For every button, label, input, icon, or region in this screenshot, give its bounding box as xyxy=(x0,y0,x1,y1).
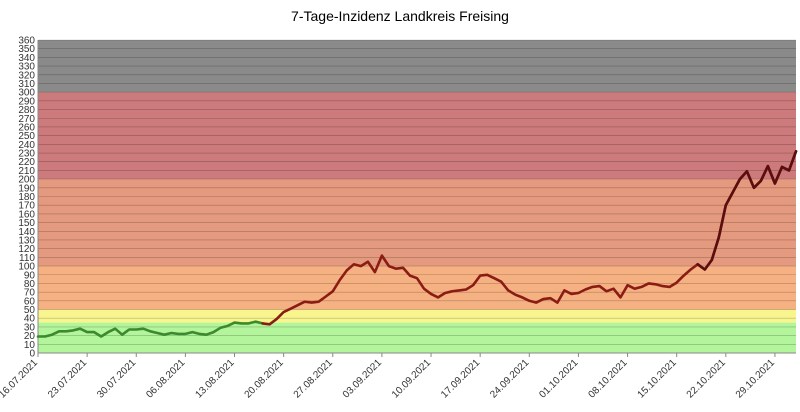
band-0-35 xyxy=(38,322,796,353)
x-tick-label-13.08.2021: 13.08.2021 xyxy=(193,357,236,400)
y-tick-label-190: 190 xyxy=(18,183,35,194)
band-200-300 xyxy=(38,92,796,180)
gridlines xyxy=(38,39,796,345)
x-tick-label-15.10.2021: 15.10.2021 xyxy=(636,357,679,400)
y-tick-label-230: 230 xyxy=(18,149,35,160)
x-tick-label-23.07.2021: 23.07.2021 xyxy=(46,357,89,400)
x-tick-label-17.09.2021: 17.09.2021 xyxy=(439,357,482,400)
x-tick-labels: 16.07.2021 23.07.2021 30.07.2021 06.08.2021… xyxy=(0,353,777,401)
y-tick-label-180: 180 xyxy=(18,192,35,203)
x-tick-label-24.09.2021: 24.09.2021 xyxy=(488,357,531,400)
x-tick-label-20.08.2021: 20.08.2021 xyxy=(243,357,286,400)
x-tick-label-01.10.2021: 01.10.2021 xyxy=(537,357,580,400)
x-tick-label-08.10.2021: 08.10.2021 xyxy=(586,357,629,400)
axes xyxy=(37,40,796,354)
x-tick-label-22.10.2021: 22.10.2021 xyxy=(685,357,728,400)
y-tick-label-350: 350 xyxy=(18,44,35,55)
band-300-360 xyxy=(38,40,796,93)
x-tick-label-10.09.2021: 10.09.2021 xyxy=(390,357,433,400)
y-tick-label-70: 70 xyxy=(24,288,36,299)
y-tick-label-120: 120 xyxy=(18,244,35,255)
band-50-100 xyxy=(38,266,796,310)
y-tick-label-40: 40 xyxy=(24,314,36,325)
y-tick-label-270: 270 xyxy=(18,114,35,125)
x-tick-label-16.07.2021: 16.07.2021 xyxy=(0,357,40,400)
y-tick-label-0: 0 xyxy=(29,349,35,360)
y-tick-label-240: 240 xyxy=(18,140,35,151)
y-tick-label-310: 310 xyxy=(18,79,35,90)
y-tick-label-250: 250 xyxy=(18,131,35,142)
threshold-bands xyxy=(38,40,796,353)
y-tick-label-280: 280 xyxy=(18,105,35,116)
y-tick-label-140: 140 xyxy=(18,227,35,238)
band-35-50 xyxy=(38,309,796,323)
y-tick-label-80: 80 xyxy=(24,279,36,290)
y-tick-label-330: 330 xyxy=(18,62,35,73)
y-tick-label-320: 320 xyxy=(18,70,35,81)
y-tick-label-10: 10 xyxy=(24,340,36,351)
y-tick-label-340: 340 xyxy=(18,53,35,64)
y-tick-label-220: 220 xyxy=(18,157,35,168)
band-100-200 xyxy=(38,179,796,267)
series-segment-2 xyxy=(696,150,798,271)
y-tick-label-110: 110 xyxy=(19,253,35,264)
y-tick-label-100: 100 xyxy=(18,262,35,273)
y-tick-label-30: 30 xyxy=(24,322,36,333)
x-tick-label-30.07.2021: 30.07.2021 xyxy=(95,357,138,400)
y-tick-label-50: 50 xyxy=(24,305,36,316)
x-tick-label-27.08.2021: 27.08.2021 xyxy=(292,357,335,400)
series-line xyxy=(36,150,798,338)
y-tick-label-260: 260 xyxy=(18,122,35,133)
y-tick-label-160: 160 xyxy=(18,209,35,220)
x-tick-label-03.09.2021: 03.09.2021 xyxy=(341,357,384,400)
y-tick-label-130: 130 xyxy=(18,235,35,246)
x-tick-label-06.08.2021: 06.08.2021 xyxy=(144,357,187,400)
y-tick-label-300: 300 xyxy=(18,88,35,99)
y-tick-label-20: 20 xyxy=(24,331,36,342)
y-tick-label-290: 290 xyxy=(18,96,35,107)
y-tick-label-210: 210 xyxy=(18,166,35,177)
y-tick-label-200: 200 xyxy=(18,175,35,186)
y-tick-label-170: 170 xyxy=(18,201,35,212)
y-tick-label-360: 360 xyxy=(18,36,35,47)
x-tick-label-29.10.2021: 29.10.2021 xyxy=(734,357,777,400)
y-tick-label-60: 60 xyxy=(24,296,36,307)
y-tick-label-90: 90 xyxy=(24,270,36,281)
y-tick-label-150: 150 xyxy=(18,218,35,229)
series-segment-0 xyxy=(36,320,264,338)
chart-title: 7-Tage-Inzidenz Landkreis Freising xyxy=(291,8,509,24)
y-tick-labels: 0102030405060708090100110120130140150160… xyxy=(18,36,35,360)
